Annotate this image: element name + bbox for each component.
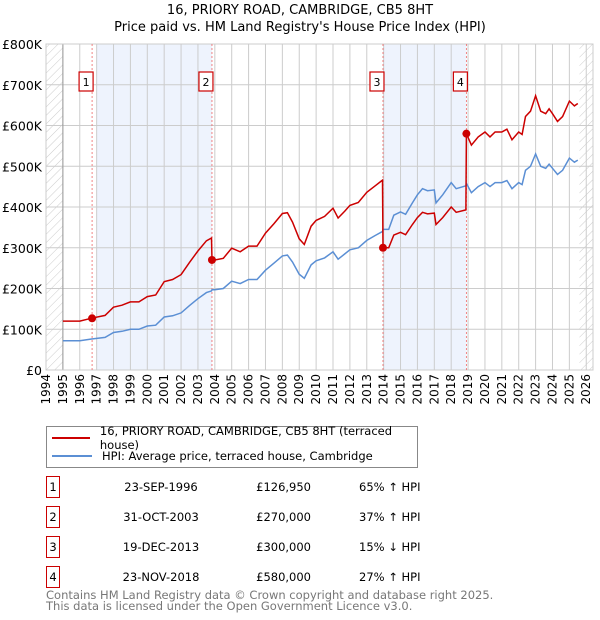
sale-label-box <box>198 71 214 92</box>
x-tick-label: 2011 <box>326 374 340 405</box>
sale-label-box <box>369 71 385 92</box>
sale-date: 23-NOV-2018 <box>122 570 200 584</box>
sale-price: £270,000 <box>256 510 311 524</box>
x-tick-label: 2024 <box>545 374 559 405</box>
sale-row: 1 23-SEP-1996 £126,950 65% ↑ HPI <box>46 476 446 498</box>
x-tick-label: 2016 <box>410 374 424 405</box>
x-tick-label: 2019 <box>461 374 475 405</box>
y-tick-label: £700K <box>2 78 43 93</box>
y-tick-label: £800K <box>2 37 43 52</box>
x-tick-label: 2010 <box>309 374 323 405</box>
sale-price: £300,000 <box>256 540 311 554</box>
x-tick-label: 2012 <box>343 374 357 405</box>
x-tick-label: 2003 <box>191 374 205 405</box>
sale-point <box>88 314 97 323</box>
y-tick-label: £200K <box>2 282 43 297</box>
x-tick-label: 2020 <box>478 374 492 405</box>
footer-licence: This data is licensed under the Open Gov… <box>46 599 413 613</box>
series-line <box>62 152 579 342</box>
sale-number-badge: 4 <box>46 566 60 588</box>
sale-label: 1 <box>83 76 90 89</box>
x-tick-label: 2023 <box>529 374 543 405</box>
x-tick-label: 1999 <box>123 374 137 405</box>
x-tick-label: 1995 <box>56 374 70 405</box>
x-tick-label: 2018 <box>444 374 458 405</box>
sale-hpi-diff: 27% ↑ HPI <box>359 570 421 584</box>
footer: Contains HM Land Registry data © Crown c… <box>46 588 494 613</box>
legend-swatch-blue <box>52 455 92 457</box>
x-tick-label: 2022 <box>512 374 526 405</box>
series-line <box>62 93 579 322</box>
x-tick-label: 2000 <box>140 374 154 405</box>
sale-price: £580,000 <box>256 570 311 584</box>
sale-price: £126,950 <box>256 480 311 494</box>
sale-hpi-diff: 15% ↓ HPI <box>359 540 421 554</box>
y-tick-label: £100K <box>2 322 43 337</box>
x-tick-label: 2013 <box>360 374 374 405</box>
x-tick-label: 2004 <box>208 374 222 405</box>
y-tick-label: £600K <box>2 119 43 134</box>
price-chart: £0 £100K £200K £300K £400K £500K £600K £700K £80… <box>2 37 594 405</box>
y-tick-label: £0 <box>26 363 42 378</box>
legend-swatch-red <box>52 437 90 439</box>
x-tick-label: 2014 <box>377 374 391 405</box>
sale-number-badge: 1 <box>46 476 60 498</box>
sale-date: 23-SEP-1996 <box>124 480 198 494</box>
sale-label-box <box>452 71 468 92</box>
sale-label: 3 <box>373 76 380 89</box>
sale-number-badge: 2 <box>46 506 60 528</box>
plot-frame <box>45 43 594 371</box>
legend: 16, PRIORY ROAD, CAMBRIDGE, CB5 8HT (ter… <box>46 424 418 468</box>
sale-point <box>462 129 471 138</box>
sale-date: 19-DEC-2013 <box>122 540 200 554</box>
x-tick-label: 1994 <box>39 374 53 405</box>
x-tick-label: 2021 <box>495 374 509 405</box>
x-tick-label: 2002 <box>174 374 188 405</box>
x-tick-label: 2015 <box>394 374 408 405</box>
sale-hpi-diff: 37% ↑ HPI <box>359 510 421 524</box>
legend-item-hpi: HPI: Average price, terraced house, Camb… <box>52 447 373 465</box>
chart-subtitle: Price paid vs. HM Land Registry's House … <box>114 20 486 35</box>
x-tick-label: 2008 <box>275 374 289 405</box>
x-tick-label: 2006 <box>242 374 256 405</box>
x-tick-label: 2005 <box>225 374 239 405</box>
sale-label-box <box>78 71 94 92</box>
legend-label: 16, PRIORY ROAD, CAMBRIDGE, CB5 8HT (ter… <box>99 424 393 452</box>
x-tick-label: 2026 <box>579 374 593 405</box>
x-tick-label: 2025 <box>562 374 576 405</box>
y-tick-label: £300K <box>2 241 43 256</box>
x-tick-label: 2009 <box>292 374 306 405</box>
x-tick-label: 1996 <box>73 374 87 405</box>
x-tick-label: 2007 <box>258 374 272 405</box>
y-tick-label: £500K <box>2 159 43 174</box>
legend-label: HPI: Average price, terraced house, Camb… <box>102 449 373 463</box>
sale-row: 4 23-NOV-2018 £580,000 27% ↑ HPI <box>46 566 446 588</box>
chart-title: 16, PRIORY ROAD, CAMBRIDGE, CB5 8HT <box>166 3 434 18</box>
legend-item-property: 16, PRIORY ROAD, CAMBRIDGE, CB5 8HT (ter… <box>52 424 417 452</box>
sale-row: 3 19-DEC-2013 £300,000 15% ↓ HPI <box>46 536 446 558</box>
sale-label: 2 <box>202 76 209 89</box>
sale-hpi-diff: 65% ↑ HPI <box>359 480 421 494</box>
x-tick-label: 1998 <box>107 374 121 405</box>
x-tick-label: 2001 <box>157 374 171 405</box>
y-tick-label: £400K <box>2 200 43 215</box>
sale-number-badge: 3 <box>46 536 60 558</box>
sale-point <box>378 243 387 252</box>
sale-row: 2 31-OCT-2003 £270,000 37% ↑ HPI <box>46 506 446 528</box>
footer-copyright: Contains HM Land Registry data © Crown c… <box>46 588 494 602</box>
x-tick-label: 1997 <box>90 374 104 405</box>
x-tick-label: 2017 <box>427 374 441 405</box>
sale-point <box>207 255 216 264</box>
sale-label: 4 <box>457 76 464 89</box>
sale-date: 31-OCT-2003 <box>123 510 199 524</box>
